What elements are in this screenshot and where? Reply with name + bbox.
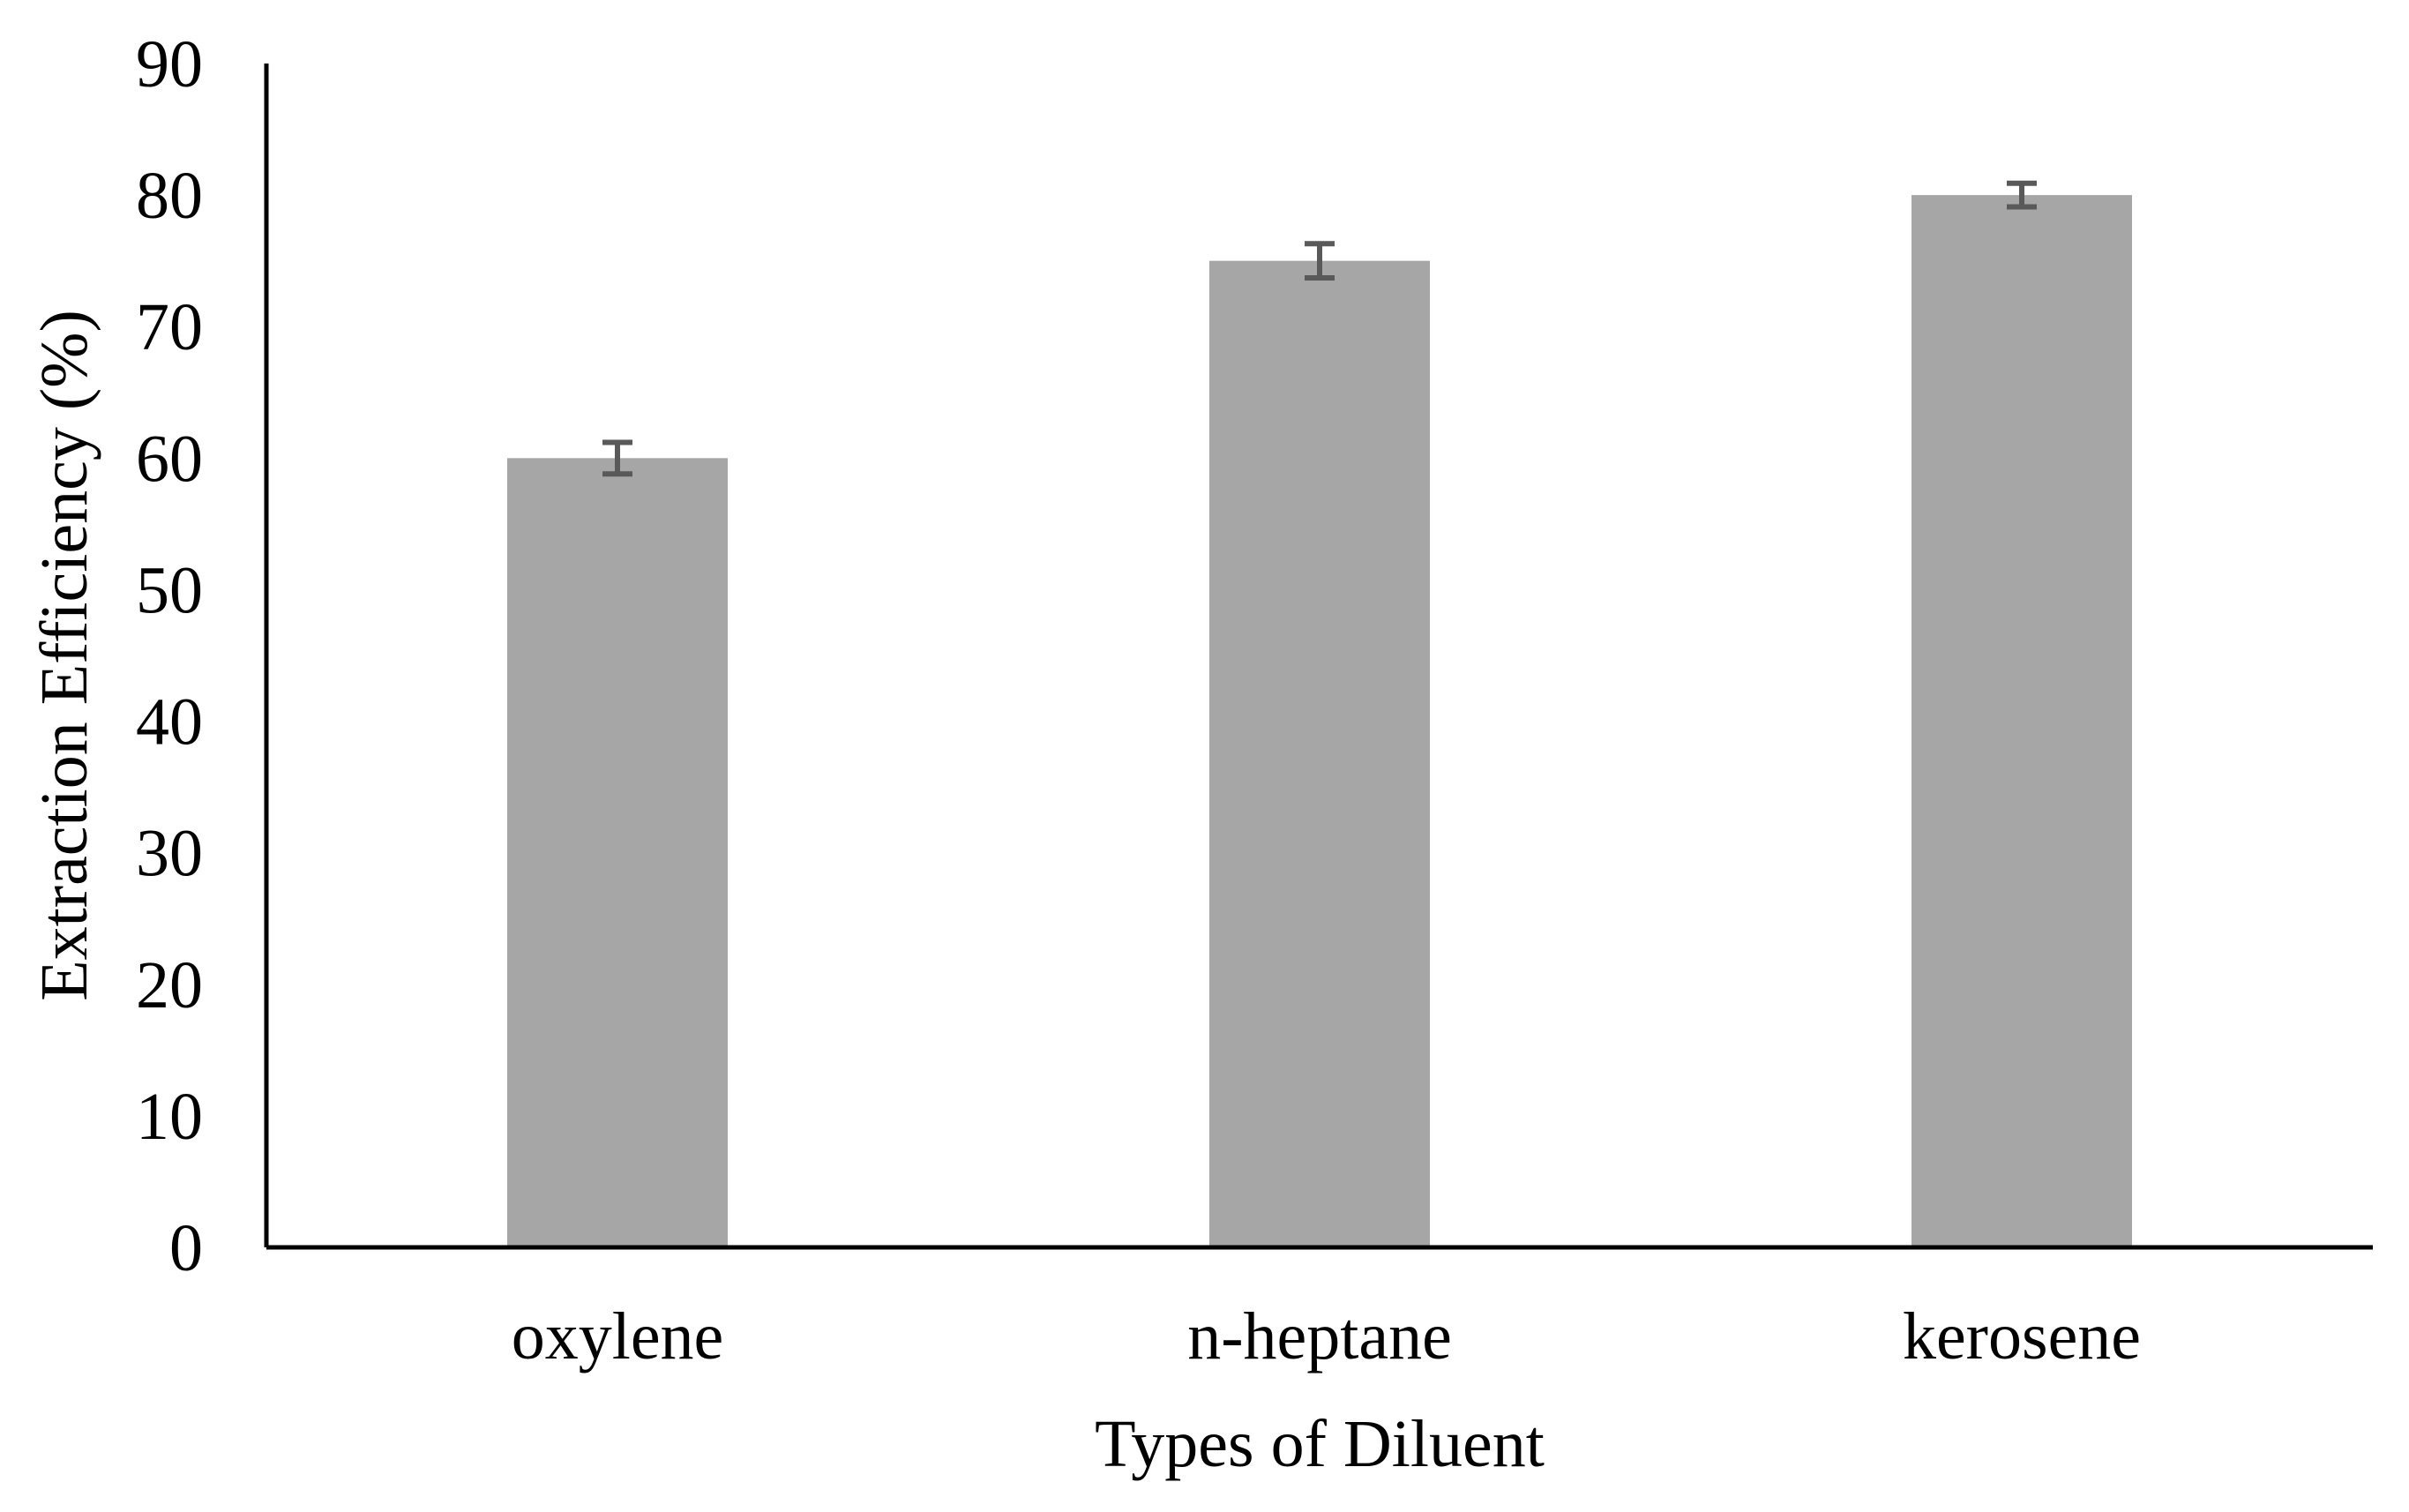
axes-layer	[264, 64, 2373, 1250]
error-bar	[2007, 180, 2037, 210]
y-tick-label: 50	[136, 553, 203, 627]
y-tick-label: 20	[136, 948, 203, 1022]
error-bars-layer	[602, 180, 2037, 477]
x-axis-title: Types of Diluent	[1095, 1407, 1545, 1481]
x-category-labels: oxylene n-heptane kerosene	[512, 1299, 2141, 1374]
y-tick-label: 80	[136, 159, 203, 233]
y-tick-label: 40	[136, 685, 203, 760]
x-category-label: kerosene	[1903, 1299, 2141, 1374]
error-bar	[602, 439, 632, 477]
y-tick-label: 0	[169, 1211, 203, 1285]
y-tick-label: 70	[136, 290, 203, 364]
y-tick-label: 30	[136, 817, 203, 891]
bar	[507, 458, 728, 1247]
bar	[1911, 195, 2132, 1248]
bar	[1209, 260, 1430, 1248]
x-category-label: oxylene	[512, 1299, 724, 1374]
y-tick-label: 90	[136, 27, 203, 101]
y-tick-label: 10	[136, 1080, 203, 1154]
x-category-label: n-heptane	[1187, 1299, 1452, 1374]
y-tick-labels: 0 10 20 30 40 50 60 70 80 90	[136, 27, 203, 1285]
y-axis-title: Extraction Efficiency (%)	[27, 310, 101, 1001]
y-tick-label: 60	[136, 422, 203, 496]
error-bar	[1305, 241, 1335, 281]
bars-layer	[507, 195, 2132, 1248]
